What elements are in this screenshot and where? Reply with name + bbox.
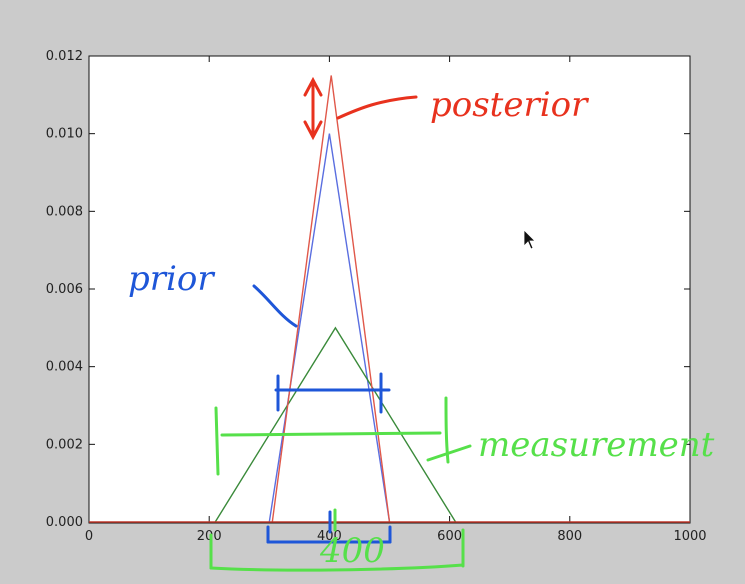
posterior-pointer bbox=[336, 95, 418, 120]
x-tick-label: 800 bbox=[557, 529, 582, 544]
series-line-measurement bbox=[214, 326, 457, 523]
x-tick-label: 400 bbox=[317, 529, 342, 544]
prior-pointer bbox=[252, 284, 298, 328]
y-tick-label: 0.008 bbox=[46, 204, 83, 219]
y-tick-label: 0.010 bbox=[46, 127, 83, 142]
x-tick-label: 1000 bbox=[673, 529, 706, 544]
prior-width-bracket bbox=[274, 372, 391, 414]
base-width-label: 400 bbox=[319, 531, 385, 571]
x-tick-label: 200 bbox=[197, 529, 222, 544]
y-tick-label: 0.012 bbox=[46, 49, 83, 64]
y-tick-label: 0.004 bbox=[46, 360, 83, 375]
x-tick-label: 0 bbox=[85, 529, 93, 544]
series-line-posterior bbox=[271, 75, 391, 523]
mouse-cursor-icon bbox=[523, 229, 536, 250]
prior-label: prior bbox=[128, 259, 215, 299]
y-tick-label: 0.002 bbox=[46, 437, 83, 452]
prior-base-bracket bbox=[266, 510, 392, 544]
x-tick-label: 600 bbox=[437, 529, 462, 544]
y-tick-label: 0.000 bbox=[46, 515, 83, 530]
series-lines bbox=[214, 75, 457, 523]
annotations: posterior prior measurement bbox=[128, 76, 715, 572]
measurement-label: measurement bbox=[478, 425, 715, 465]
measurement-base-bracket bbox=[209, 508, 465, 572]
y-tick-label: 0.006 bbox=[46, 282, 83, 297]
posterior-label: posterior bbox=[430, 85, 589, 125]
axis-ticks: 0 200 400 600 800 1000 0.000 0.002 0.004 0.006 0.0… bbox=[46, 49, 707, 544]
posterior-double-arrow bbox=[303, 76, 323, 141]
measurement-width-bracket bbox=[214, 396, 472, 476]
plot-area bbox=[88, 55, 691, 524]
